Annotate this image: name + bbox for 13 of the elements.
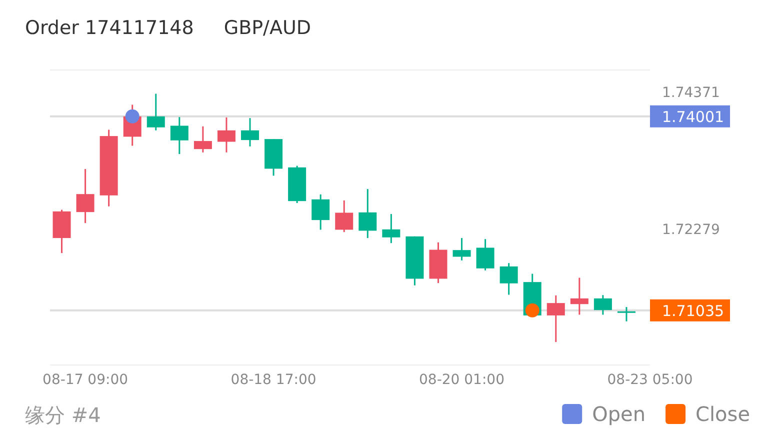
- y-tick-label: 1.72279: [662, 222, 720, 238]
- x-tick-label: 08-17 09:00: [42, 372, 128, 388]
- x-tick-label: 08-23 05:00: [607, 372, 693, 388]
- chart-subtitle: GBP/AUD: [224, 17, 311, 39]
- ref-line-label: 1.71035: [662, 302, 724, 320]
- legend-label: Open: [592, 402, 646, 426]
- legend-label: Close: [696, 402, 750, 426]
- x-tick-label: 08-18 17:00: [230, 372, 316, 388]
- text: 缘分 #4: [25, 403, 101, 427]
- y-tick-label: 1.74371: [662, 85, 720, 102]
- ref-line-label: 1.74001: [662, 108, 724, 126]
- x-tick-label: 08-20 01:00: [419, 372, 505, 388]
- chart-title: Order 174117148: [25, 17, 194, 39]
